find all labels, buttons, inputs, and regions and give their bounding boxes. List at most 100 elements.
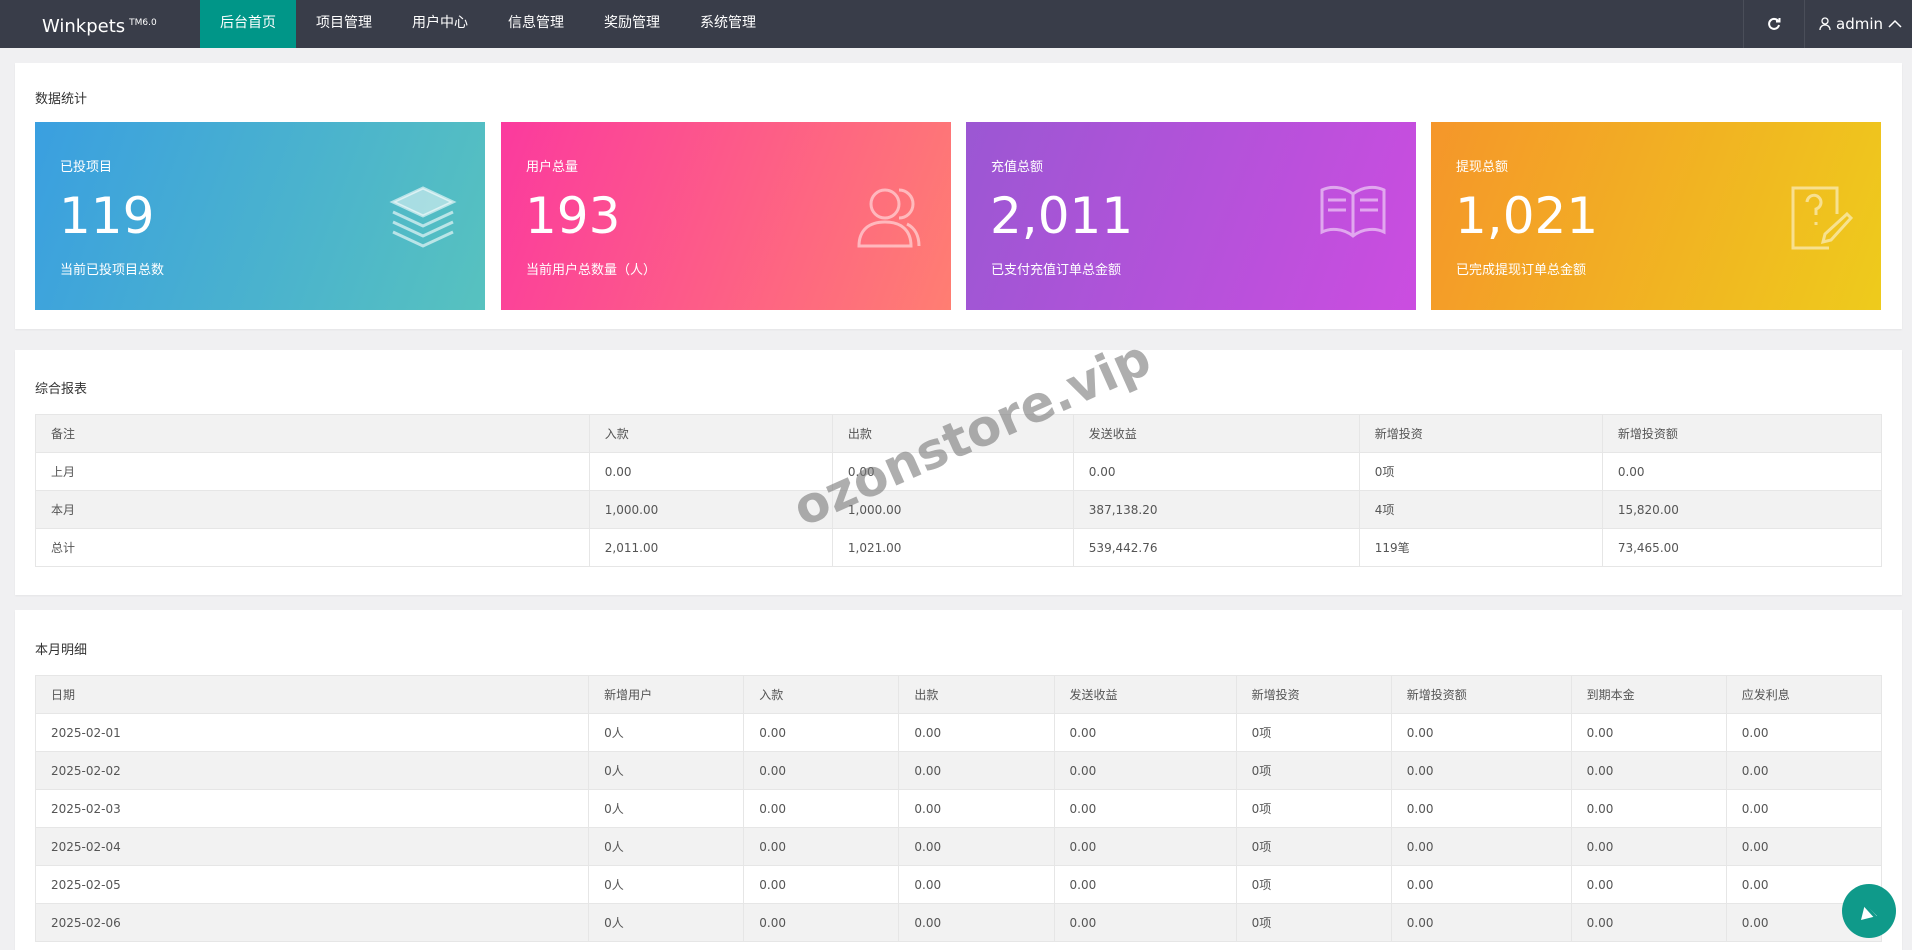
- table-cell: 0.00: [1053, 865, 1237, 904]
- table-cell: 0.00: [1053, 827, 1237, 866]
- table-body: 上月 0.00 0.00 0.00 0项 0.00 本月 1,000.00 1,000.00 38…: [35, 452, 1883, 567]
- table-cell: 上月: [35, 452, 590, 491]
- table-cell: 本月: [35, 490, 590, 529]
- table-cell: 0.00: [1725, 751, 1883, 790]
- menu-item[interactable]: 后台首页: [200, 0, 296, 48]
- table-cell: 0.00: [898, 751, 1055, 790]
- menu-item[interactable]: 用户中心: [412, 15, 468, 31]
- table-cell: 0.00: [1725, 827, 1883, 866]
- table-cell: 0.00: [1570, 751, 1727, 790]
- float-button[interactable]: [1842, 884, 1896, 938]
- table-row: 2025-02-04 0人 0.00 0.00 0.00 0项 0.00 0.00 0.00: [34, 827, 1883, 866]
- table-cell: 0.00: [1570, 827, 1727, 866]
- column-header: 新增投资额: [1601, 414, 1883, 453]
- table-cell: 0.00: [1570, 865, 1727, 904]
- table-cell: 0.00: [898, 865, 1055, 904]
- menu-item[interactable]: 项目管理: [316, 15, 372, 31]
- report-table: 备注 入款 出款 发送收益 新增投资 新增投资额 上月 0.00 0.00 0.00 0项 0.00 本…: [35, 414, 1883, 567]
- table-row: 2025-02-03 0人 0.00 0.00 0.00 0项 0.00 0.00 0.00: [34, 789, 1883, 828]
- table-row: 上月 0.00 0.00 0.00 0项 0.00: [35, 452, 1883, 491]
- table-cell: 539,442.76: [1072, 528, 1360, 567]
- table-cell: 0.00: [743, 903, 900, 942]
- card-icon: [1320, 185, 1386, 238]
- stat-card: 提现总额 1,021 已完成提现订单总金额: [1431, 122, 1881, 310]
- table-cell: 0人: [588, 713, 745, 752]
- table-cell: 0.00: [1570, 713, 1727, 752]
- header-row: 日期 新增用户 入款 出款 发送收益 新增投资 新增投资额 到期本金 应发利息: [34, 675, 1883, 714]
- column-header: 新增用户: [588, 675, 745, 714]
- table-cell: 1,000.00: [588, 490, 833, 529]
- column-header: 应发利息: [1725, 675, 1883, 714]
- column-header: 新增投资: [1235, 675, 1392, 714]
- refresh-icon: [1768, 17, 1781, 30]
- table-cell: 387,138.20: [1072, 490, 1360, 529]
- user-menu[interactable]: admin: [1805, 0, 1912, 48]
- table-cell: 0.00: [743, 865, 900, 904]
- table-cell: 0.00: [1601, 452, 1883, 491]
- column-header: 到期本金: [1570, 675, 1727, 714]
- table-body: 2025-02-01 0人 0.00 0.00 0.00 0项 0.00 0.00 0.00 20…: [34, 713, 1883, 942]
- table-cell: 0.00: [1570, 903, 1727, 942]
- table-cell: 0人: [588, 827, 745, 866]
- report-panel: 综合报表 备注 入款 出款 发送收益 新增投资 新增投资额 上月 0.00 0.00 0.00 0项…: [15, 350, 1902, 595]
- nav-right: admin: [1743, 0, 1912, 48]
- table-cell: 0项: [1235, 751, 1392, 790]
- column-header: 新增投资额: [1390, 675, 1572, 714]
- panel-title: 数据统计: [35, 92, 88, 107]
- table-cell: 0.00: [1053, 903, 1237, 942]
- table-cell: 0.00: [898, 789, 1055, 828]
- table-row: 2025-02-05 0人 0.00 0.00 0.00 0项 0.00 0.00 0.00: [34, 865, 1883, 904]
- header-row: 备注 入款 出款 发送收益 新增投资 新增投资额: [35, 414, 1883, 453]
- top-nav: Winkpets TM6.0 后台首页 项目管理 用户中心 信息管理 奖励管理 系统管理 a…: [0, 0, 1912, 48]
- refresh-button[interactable]: [1743, 0, 1805, 48]
- menu-item[interactable]: 系统管理: [700, 15, 756, 31]
- table-cell: 0.00: [743, 713, 900, 752]
- card-icon: [389, 186, 457, 248]
- table-cell: 0.00: [1390, 751, 1572, 790]
- table-cell: 2025-02-04: [34, 827, 590, 866]
- table-row: 2025-02-01 0人 0.00 0.00 0.00 0项 0.00 0.00 0.00: [34, 713, 1883, 752]
- table-cell: 0.00: [898, 903, 1055, 942]
- stat-card: 用户总量 193 当前用户总数量（人）: [501, 122, 951, 310]
- stat-label: 提现总额: [1456, 160, 1509, 175]
- column-header: 入款: [588, 414, 833, 453]
- table-cell: 0项: [1235, 903, 1392, 942]
- table-cell: 0人: [588, 903, 745, 942]
- stat-label: 用户总量: [526, 160, 579, 175]
- table-cell: 0.00: [1390, 903, 1572, 942]
- table-cell: 2025-02-05: [34, 865, 590, 904]
- table-cell: 0.00: [743, 751, 900, 790]
- table-cell: 0.00: [1570, 789, 1727, 828]
- table-cell: 2025-02-03: [34, 789, 590, 828]
- panel-title: 本月明细: [35, 643, 88, 658]
- stat-desc: 已完成提现订单总金额: [1456, 263, 1587, 278]
- menu-item[interactable]: 信息管理: [508, 15, 564, 31]
- table-row: 总计 2,011.00 1,021.00 539,442.76 119笔 73,465.0…: [35, 528, 1883, 567]
- table-cell: 0项: [1358, 452, 1603, 491]
- detail-panel: 本月明细 日期 新增用户 入款 出款 发送收益 新增投资 新增投资额 到期本金 应发利息 2025…: [15, 610, 1902, 950]
- table-cell: 0.00: [743, 827, 900, 866]
- column-header: 日期: [34, 675, 590, 714]
- table-cell: 0.00: [1725, 713, 1883, 752]
- table-cell: 2,011.00: [588, 528, 833, 567]
- table-head: 备注 入款 出款 发送收益 新增投资 新增投资额: [35, 414, 1883, 453]
- stat-value: 2,011: [990, 187, 1134, 245]
- table-cell: 0项: [1235, 865, 1392, 904]
- menu-item[interactable]: 奖励管理: [604, 15, 660, 31]
- table-cell: 2025-02-01: [34, 713, 590, 752]
- logo-text: Winkpets: [42, 16, 126, 37]
- table-cell: 0.00: [1390, 713, 1572, 752]
- column-header: 新增投资: [1358, 414, 1603, 453]
- stats-panel: 数据统计 已投项目 119 当前已投项目总数 用户总量 193 当前用户总数量（人） 充值总…: [15, 63, 1902, 329]
- table-cell: 0.00: [1390, 865, 1572, 904]
- user-name: admin: [1836, 15, 1883, 33]
- table-cell: 0.00: [1053, 751, 1237, 790]
- stat-value: 119: [59, 187, 155, 245]
- table-cell: 0.00: [1725, 789, 1883, 828]
- card-icon: [1791, 186, 1853, 250]
- table-cell: 0.00: [898, 827, 1055, 866]
- table-cell: 1,000.00: [831, 490, 1074, 529]
- table-cell: 0.00: [1390, 789, 1572, 828]
- table-cell: 0.00: [1072, 452, 1360, 491]
